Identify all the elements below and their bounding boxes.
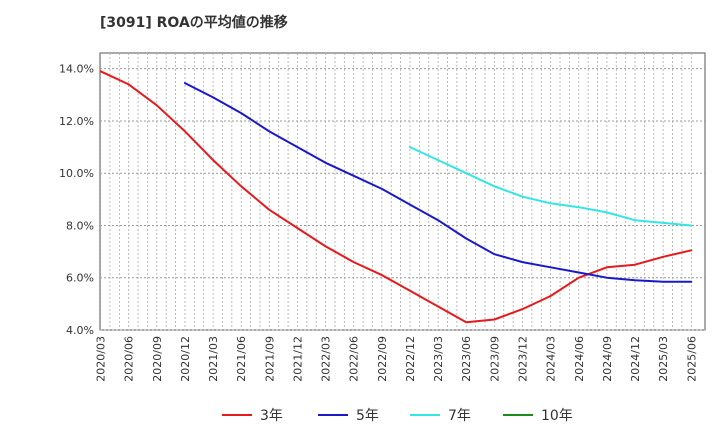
x-tick-label: 2020/09 — [151, 336, 164, 382]
y-tick-label: 6.0% — [66, 272, 94, 285]
legend-label-10y: 10年 — [541, 408, 573, 424]
legend-item-5y: 5年 — [318, 404, 379, 426]
legend-item-3y: 3年 — [222, 404, 283, 426]
chart-title: [3091] ROAの平均値の推移 — [100, 15, 288, 31]
series-line-2 — [409, 146, 693, 227]
series-line-0 — [99, 70, 693, 324]
y-tick-label: 10.0% — [59, 167, 94, 180]
y-tick-label: 4.0% — [66, 324, 94, 337]
x-tick-label: 2021/03 — [207, 336, 220, 382]
series-line-1 — [184, 82, 693, 283]
legend-label-5y: 5年 — [356, 408, 379, 424]
y-tick-label: 12.0% — [59, 115, 94, 128]
x-tick-label: 2021/09 — [263, 336, 276, 382]
legend-label-3y: 3年 — [260, 408, 283, 424]
x-tick-label: 2022/12 — [404, 336, 417, 382]
x-tick-label: 2023/12 — [517, 336, 530, 382]
x-tick-label: 2024/09 — [601, 336, 614, 382]
y-tick-label: 8.0% — [66, 219, 94, 232]
x-tick-label: 2023/09 — [488, 336, 501, 382]
x-tick-label: 2020/03 — [95, 336, 108, 382]
x-tick-label: 2024/12 — [629, 336, 642, 382]
legend-swatch-10y — [503, 414, 533, 416]
legend-item-7y: 7年 — [410, 404, 471, 426]
x-tick-label: 2020/06 — [123, 336, 136, 382]
x-tick-label: 2022/06 — [348, 336, 361, 382]
plot-area — [99, 52, 706, 331]
x-tick-label: 2022/09 — [376, 336, 389, 382]
x-tick-label: 2021/06 — [235, 336, 248, 382]
x-tick-label: 2025/03 — [657, 336, 670, 382]
y-tick-label: 14.0% — [59, 63, 94, 76]
x-tick-label: 2024/06 — [573, 336, 586, 382]
x-tick-label: 2021/12 — [291, 336, 304, 382]
legend-swatch-3y — [222, 414, 252, 416]
x-tick-label: 2023/03 — [432, 336, 445, 382]
x-tick-label: 2024/03 — [545, 336, 558, 382]
legend-swatch-5y — [318, 414, 348, 416]
x-tick-label: 2025/06 — [685, 336, 698, 382]
legend-item-10y: 10年 — [503, 404, 573, 426]
legend-swatch-7y — [410, 414, 440, 416]
legend: 3年 5年 7年 10年 — [0, 400, 720, 430]
x-tick-label: 2020/12 — [179, 336, 192, 382]
legend-label-7y: 7年 — [448, 408, 471, 424]
x-tick-label: 2022/03 — [320, 336, 333, 382]
x-tick-label: 2023/06 — [460, 336, 473, 382]
